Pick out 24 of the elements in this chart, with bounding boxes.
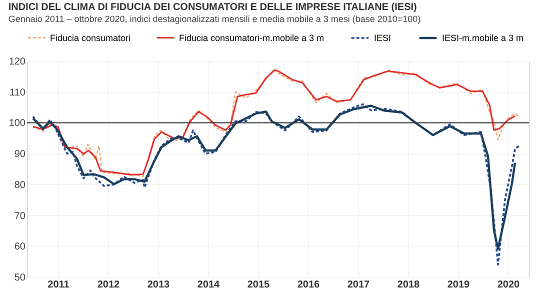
legend-label: IESI-m.mobile a 3 m xyxy=(442,33,524,43)
y-tick-label: 80 xyxy=(14,180,26,191)
x-tick-label: 2019 xyxy=(447,280,470,290)
legend-label: IESI xyxy=(374,33,392,43)
x-tick-label: 2014 xyxy=(197,280,220,290)
y-tick-label: 90 xyxy=(14,149,26,160)
x-tick-label: 2020 xyxy=(497,280,520,290)
y-tick-label: 70 xyxy=(14,210,26,222)
x-tick-label: 2018 xyxy=(397,280,420,290)
x-tick-label: 2012 xyxy=(97,280,120,290)
chart-subtitle: Gennaio 2011 – ottobre 2020, indici destagionalizzati mensili e media mobile a 3 mesi (base 2010=100) xyxy=(8,14,421,24)
x-tick-label: 2016 xyxy=(297,280,320,290)
x-tick-label: 2015 xyxy=(247,280,270,290)
x-tick-label: 2017 xyxy=(347,280,370,290)
legend-label: Fiducia consumatori-m.mobile a 3 m xyxy=(179,32,324,43)
y-tick-label: 60 xyxy=(14,242,26,253)
y-tick-label: 120 xyxy=(8,56,26,68)
legend-label: Fiducia consumatori xyxy=(50,32,131,43)
y-tick-label: 100 xyxy=(8,118,26,130)
x-tick-label: 2013 xyxy=(147,280,170,290)
y-tick-label: 110 xyxy=(10,87,26,98)
chart-title: INDICI DEL CLIMA DI FIDUCIA DEI CONSUMATORI E DELLE IMPRESE ITALIANE (IESI) xyxy=(8,2,417,13)
y-tick-label: 50 xyxy=(14,272,26,284)
x-tick-label: 2011 xyxy=(48,280,70,290)
